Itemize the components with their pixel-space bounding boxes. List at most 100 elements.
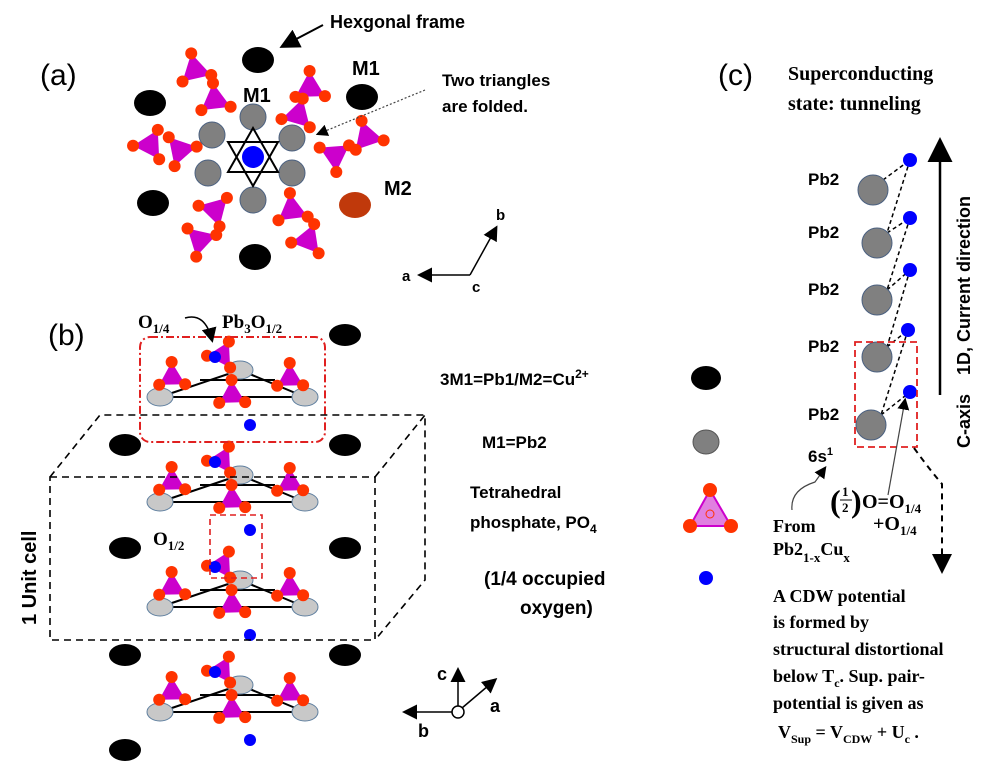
tetrahedron-body	[355, 120, 384, 150]
m2-label: M2	[384, 178, 412, 200]
m1-outer-label: M1	[352, 58, 380, 80]
quarter-oxygen	[901, 323, 915, 337]
legend-grey-atom	[692, 429, 720, 455]
pb2-atom	[198, 121, 226, 149]
m1-inner-label: M1	[243, 85, 271, 107]
oxygen-atom	[153, 153, 166, 166]
oxygen-atom	[162, 131, 175, 144]
tetrahedron-body	[159, 467, 186, 490]
panel-c-label: (c)	[718, 59, 753, 92]
star-of-david	[226, 125, 280, 189]
tetrahedron-body	[277, 573, 304, 596]
pb1-atom	[109, 739, 141, 761]
phosphate-tetrahedron	[349, 114, 390, 156]
oxygen-atom	[151, 123, 164, 136]
oxygen-atom	[349, 143, 362, 156]
o14-label: O1/4	[138, 312, 170, 336]
tetrahedron-body	[219, 485, 246, 508]
oxygen-atom	[283, 462, 296, 475]
oxygen-atom	[222, 440, 235, 453]
oxygen-atom	[285, 236, 298, 249]
panel-c: (c) Superconducting state: tunneling Pb2…	[718, 59, 974, 746]
svg-text:O=O1/4: O=O1/4	[862, 491, 922, 516]
phosphate-tetrahedron	[213, 479, 252, 514]
oxygen-atom	[153, 378, 166, 391]
pb2-atom	[861, 227, 893, 259]
phosphate-tetrahedron	[153, 566, 192, 601]
tetrahedron-body	[291, 224, 319, 254]
oxygen-atom	[168, 160, 181, 173]
pb1-atom	[239, 244, 271, 270]
phosphate-tetrahedron	[153, 356, 192, 391]
pb3o-cluster-box	[139, 336, 326, 443]
oxygen-atom	[239, 606, 252, 619]
cu-m2-atom	[339, 192, 371, 218]
pb1-atom	[346, 84, 378, 110]
oxygen-atom	[297, 589, 310, 602]
phosphate-tetrahedron	[176, 47, 218, 88]
panel-c-title-line2: state: tunneling	[788, 93, 921, 115]
tetrahedron-body	[159, 362, 186, 385]
oxygen-atom	[283, 187, 296, 200]
phosphate-tetrahedron	[271, 462, 310, 497]
oxygen-atom	[271, 694, 284, 707]
pair-box	[854, 341, 918, 448]
tetrahedron-body	[159, 572, 186, 595]
oxygen-atom	[225, 374, 238, 387]
bond-dash	[886, 217, 911, 291]
center-blue-oxygen	[242, 146, 264, 168]
pb2-chain: Pb2 Pb2 Pb2 Pb2 Pb2	[808, 153, 917, 441]
legend-oxygen-line2: oxygen)	[520, 598, 593, 619]
phosphate-tetrahedron	[285, 218, 325, 260]
quarter-oxygen	[209, 561, 221, 573]
tetrahedron-body	[278, 193, 308, 221]
quarter-oxygen	[244, 419, 256, 431]
tetrahedron-body	[187, 228, 217, 257]
oxygen-atom	[190, 250, 203, 263]
svg-text:structural distortional: structural distortional	[773, 639, 944, 659]
axes-a: a b c	[402, 207, 505, 296]
o12-box	[209, 514, 263, 579]
oxygen-atom	[297, 694, 310, 707]
panel-b-layers	[109, 324, 361, 761]
oxygen-atom	[283, 567, 296, 580]
phosphate-tetrahedron	[313, 139, 356, 178]
tetrahedron-body	[198, 197, 227, 227]
tetrahedron-body	[319, 145, 350, 172]
oxygen-atom	[153, 483, 166, 496]
tetrahedron-body	[277, 363, 304, 386]
phosphate-tetrahedron	[192, 191, 233, 233]
oxygen-atom	[239, 711, 252, 724]
pb2-atom	[861, 284, 893, 316]
axis-b-label: b	[496, 207, 505, 224]
oxygen-atom	[224, 571, 237, 584]
oxygen-atom	[165, 356, 178, 369]
oxygen-atom	[181, 222, 194, 235]
quarter-oxygen	[209, 351, 221, 363]
svg-text:is formed by: is formed by	[773, 612, 869, 632]
tetrahedron-body	[277, 468, 304, 491]
oxygen-atom	[176, 75, 189, 88]
oxygen-atom	[297, 379, 310, 392]
formula: ( 1 2 ) O=O1/4	[830, 483, 922, 519]
oxygen-atom	[165, 671, 178, 684]
oxygen-atom	[272, 214, 285, 227]
legend-blue-oxygen	[699, 571, 713, 585]
pb2-label: Pb2	[808, 280, 839, 299]
pb2-label: Pb2	[808, 223, 839, 242]
oxygen-atom	[190, 140, 203, 153]
oxygen-atom	[179, 483, 192, 496]
tetrahedron-body	[182, 53, 212, 82]
folded-note-line1: Two triangles	[442, 71, 550, 90]
pb1-atom	[134, 90, 166, 116]
tetrahedron-body	[295, 71, 325, 97]
quarter-oxygen	[244, 734, 256, 746]
svg-text:(: (	[830, 483, 841, 519]
tetrahedron-body	[168, 137, 197, 167]
pb3o12-label: Pb3O1/2	[222, 312, 282, 336]
oxygen-atom	[297, 484, 310, 497]
cdw-dashed-arrow	[913, 447, 952, 574]
tetrahedron-body	[277, 678, 304, 701]
svg-text:potential is given as: potential is given as	[773, 693, 924, 713]
